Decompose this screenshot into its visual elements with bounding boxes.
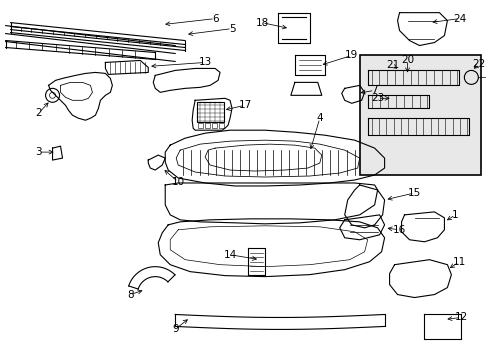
Text: 22: 22 [472, 59, 485, 69]
Text: 11: 11 [452, 257, 465, 267]
Text: 1: 1 [451, 210, 458, 220]
Text: 9: 9 [172, 324, 178, 334]
Text: 5: 5 [228, 24, 235, 33]
Text: 18: 18 [255, 18, 268, 28]
Text: 24: 24 [452, 14, 465, 24]
Bar [204, 123, 209, 128]
Text: 23: 23 [370, 93, 384, 103]
Text: 21: 21 [385, 60, 398, 71]
Bar [211, 123, 216, 128]
Text: 16: 16 [392, 225, 406, 235]
Text: 7: 7 [370, 85, 377, 95]
Text: 15: 15 [407, 188, 420, 198]
Text: 6: 6 [211, 14, 218, 24]
Text: 2: 2 [35, 108, 42, 118]
Bar [197, 123, 202, 128]
Text: 19: 19 [345, 50, 358, 60]
Text: 17: 17 [238, 100, 251, 110]
Text: 3: 3 [35, 147, 42, 157]
Text: 10: 10 [171, 177, 184, 187]
Bar [359, 55, 480, 175]
Text: 8: 8 [127, 289, 133, 300]
Bar [218, 123, 223, 128]
Bar [197, 102, 224, 122]
Text: 20: 20 [400, 55, 413, 66]
Text: 14: 14 [223, 250, 236, 260]
Text: 13: 13 [198, 58, 211, 67]
Text: 12: 12 [454, 312, 467, 323]
Text: 4: 4 [316, 113, 323, 123]
